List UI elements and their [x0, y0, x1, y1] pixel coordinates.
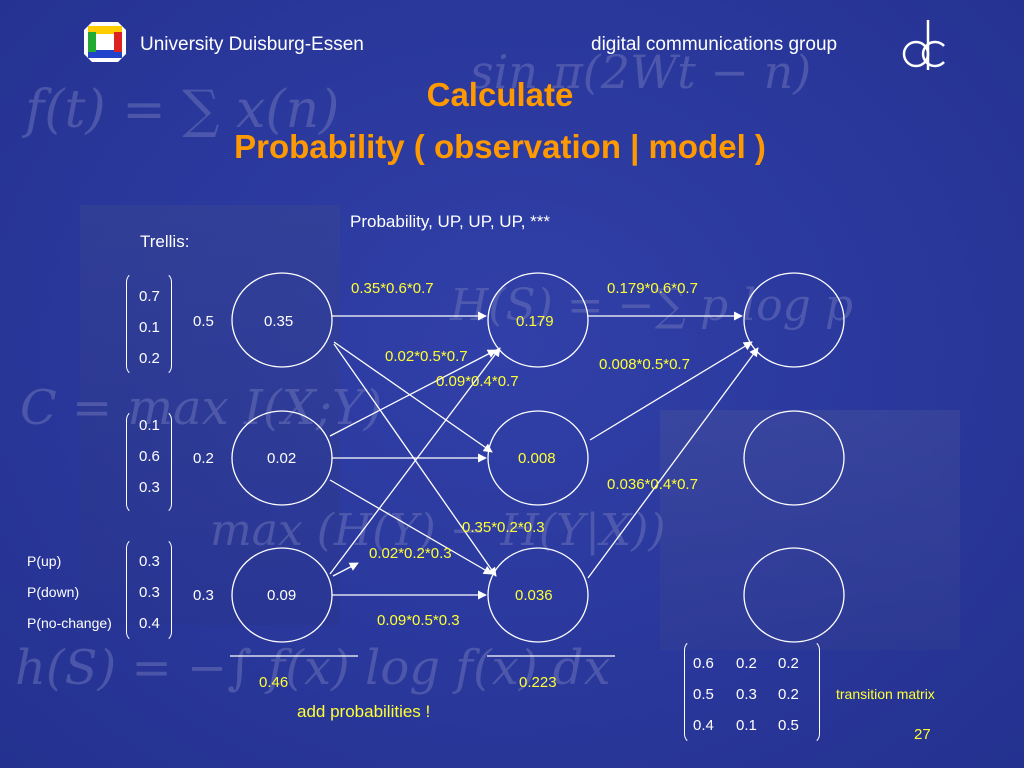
- emission-value: 0.2: [139, 350, 160, 367]
- emission-value: 0.1: [139, 417, 160, 434]
- forward-prob-node: 0.09: [267, 587, 297, 604]
- edge-label: 0.02*0.5*0.7: [385, 348, 468, 365]
- transition-edge: [329, 349, 497, 437]
- watermark-formula: sin π(2Wt − n): [470, 45, 812, 99]
- transition-edge: [329, 347, 501, 575]
- edge-label: 0.179*0.6*0.7: [607, 280, 698, 297]
- watermark-formula: H(S) = −∑ p log p: [450, 280, 853, 331]
- title-line-2: Probability ( observation | model ): [234, 128, 766, 165]
- emission-value: 0.6: [139, 448, 160, 465]
- emission-value: 0.7: [139, 288, 160, 305]
- transition-edge: [333, 341, 493, 453]
- matrix-cell: 0.4: [693, 717, 714, 734]
- transition-matrix-label: transition matrix: [836, 686, 935, 702]
- matrix-cell: 0.3: [736, 686, 757, 703]
- observation-sequence: Probability, UP, UP, UP, ***: [350, 212, 551, 231]
- sum-value: 0.46: [259, 674, 289, 691]
- emission-bracket-1: [126, 272, 172, 376]
- matrix-cell: 0.6: [693, 655, 714, 672]
- emission-value: 0.4: [139, 615, 160, 632]
- edge-label: 0.036*0.4*0.7: [607, 476, 698, 493]
- matrix-cell: 0.2: [778, 686, 799, 703]
- edge-label: 0.008*0.5*0.7: [599, 356, 690, 373]
- transition-edge: [587, 347, 759, 579]
- university-name: University Duisburg-Essen: [140, 34, 364, 55]
- edge-label: 0.02*0.2*0.3: [369, 545, 452, 562]
- state-node: [743, 547, 845, 643]
- transition-matrix-bracket: [684, 640, 820, 744]
- matrix-cell: 0.1: [736, 717, 757, 734]
- emission-bracket-3: [126, 538, 172, 642]
- forward-prob-node: 0.35: [264, 313, 294, 330]
- matrix-cell: 0.5: [778, 717, 799, 734]
- matrix-cell: 0.2: [778, 655, 799, 672]
- background-photo-right: [660, 410, 960, 650]
- trellis-label: Trellis:: [140, 232, 190, 251]
- transition-edge: [589, 341, 753, 441]
- edge-label: 0.09*0.4*0.7: [436, 373, 519, 390]
- emission-label-no-change: P(no-change): [27, 615, 112, 631]
- state-node: [743, 272, 845, 368]
- transition-edge: [329, 479, 493, 575]
- emission-value: 0.3: [139, 553, 160, 570]
- emission-value: 0.3: [139, 584, 160, 601]
- emission-value: 0.1: [139, 319, 160, 336]
- emission-label-down: P(down): [27, 584, 80, 600]
- initial-prob: 0.5: [193, 313, 214, 330]
- state-node: [487, 547, 589, 643]
- state-node: [487, 272, 589, 368]
- state-node: [743, 410, 845, 506]
- title-line-1: Calculate: [426, 76, 574, 113]
- edge-label: 0.09*0.5*0.3: [377, 612, 460, 629]
- add-probabilities-note: add probabilities !: [297, 702, 431, 721]
- edge-label: 0.35*0.6*0.7: [351, 280, 434, 297]
- initial-prob: 0.3: [193, 587, 214, 604]
- state-node: [231, 272, 333, 368]
- emission-bracket-2: [126, 410, 172, 514]
- emission-value: 0.3: [139, 479, 160, 496]
- matrix-cell: 0.2: [736, 655, 757, 672]
- forward-prob-node: 0.02: [267, 450, 297, 467]
- forward-prob-node: 0.179: [516, 313, 554, 330]
- matrix-cell: 0.5: [693, 686, 714, 703]
- university-logo-icon: [84, 22, 126, 62]
- watermark-formula: C = max I(X;Y): [20, 380, 383, 436]
- edge-label: 0.35*0.2*0.3: [462, 519, 545, 536]
- watermark-formula: h(S) = −∫ f(x) log f(x) dx: [15, 640, 611, 696]
- sum-value: 0.223: [519, 674, 557, 691]
- watermark-formula: f(t) = ∑ x(n): [25, 80, 340, 140]
- state-node: [487, 410, 589, 506]
- group-logo-icon: [902, 20, 945, 70]
- slide-number: 27: [914, 726, 931, 743]
- initial-prob: 0.2: [193, 450, 214, 467]
- emission-label-up: P(up): [27, 553, 62, 569]
- group-name: digital communications group: [591, 34, 838, 55]
- transition-edge: [332, 562, 359, 577]
- forward-prob-node: 0.036: [515, 587, 553, 604]
- forward-prob-node: 0.008: [518, 450, 556, 467]
